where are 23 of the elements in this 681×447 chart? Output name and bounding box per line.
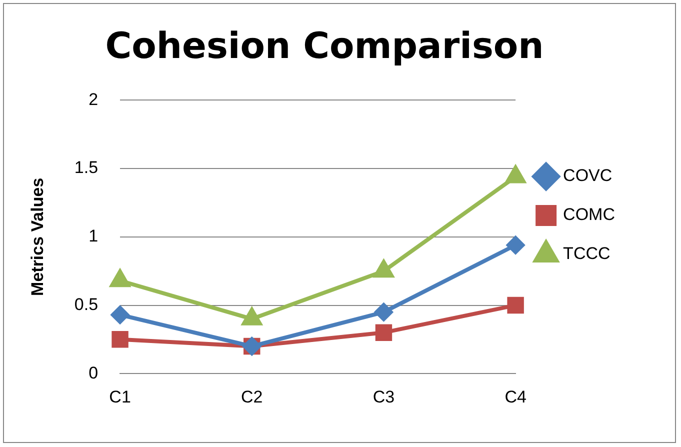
point — [111, 306, 130, 324]
y-tick-label: 0.5 — [74, 294, 98, 314]
point — [375, 324, 392, 341]
legend-label: TCCC — [563, 244, 610, 264]
point — [506, 166, 526, 184]
x-tick-label: C1 — [109, 387, 131, 406]
point — [506, 236, 525, 254]
point — [110, 270, 130, 288]
y-tick-label: 0 — [88, 363, 98, 382]
x-tick-label: C2 — [241, 387, 263, 406]
point — [374, 303, 393, 322]
x-tick-label: C4 — [504, 387, 526, 406]
legend-label: COMC — [563, 205, 616, 224]
point — [374, 260, 394, 278]
x-tick-label: C3 — [372, 387, 395, 406]
y-tick-label: 1 — [88, 226, 98, 246]
y-axis-title: Metrics Values — [28, 178, 47, 296]
y-tick-label: 1.5 — [74, 158, 98, 178]
legend-label: COVC — [563, 166, 612, 186]
point — [507, 296, 524, 314]
point — [112, 331, 128, 348]
y-tick-label: 2 — [88, 90, 98, 109]
chart-title: Cohesion Comparison — [105, 26, 544, 67]
